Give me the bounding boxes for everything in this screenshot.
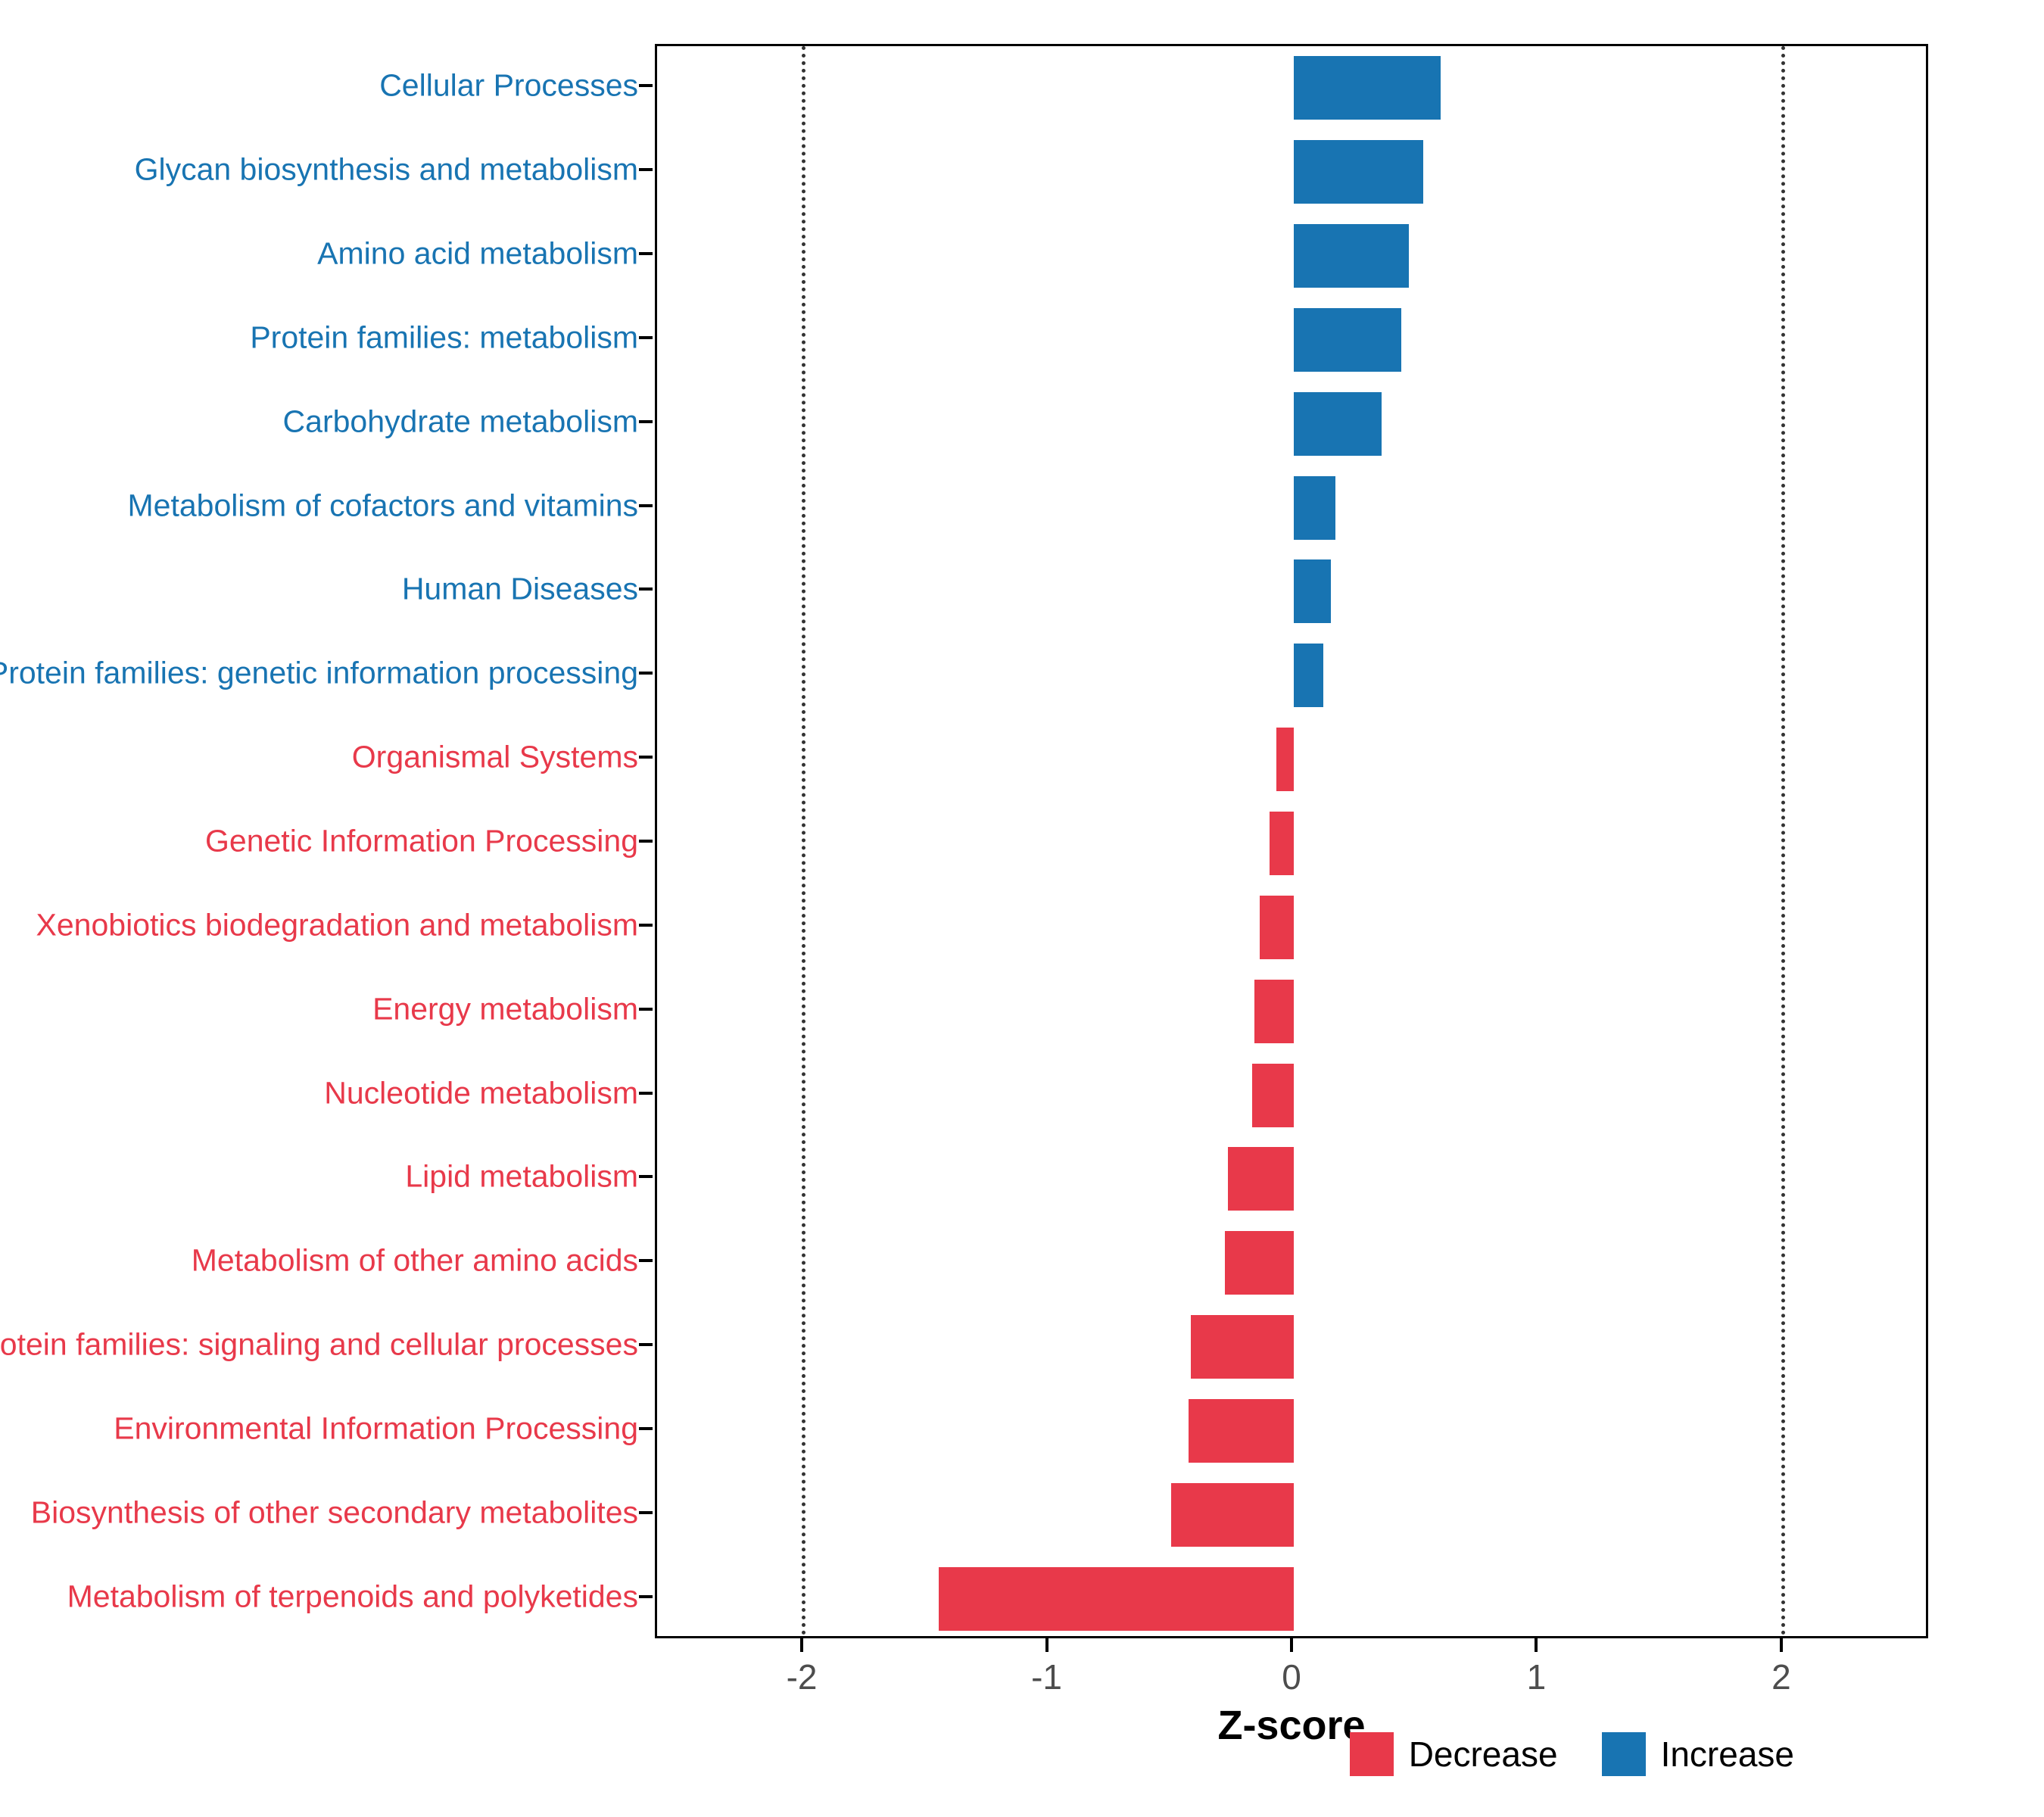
y-tick-mark [639,1343,653,1347]
x-tick-mark [1535,1638,1538,1652]
y-axis-label: Protein families: signaling and cellular… [0,1326,638,1362]
y-axis-label: Glycan biosynthesis and metabolism [134,151,638,187]
bar [1225,1231,1294,1295]
bar [1171,1482,1294,1547]
y-axis-label: Protein families: genetic information pr… [0,655,638,690]
x-tick-mark [1045,1638,1048,1652]
bar [1188,1398,1294,1463]
y-axis-label: Biosynthesis of other secondary metaboli… [30,1494,638,1530]
y-axis-label: Cellular Processes [379,67,638,103]
legend-label: Increase [1660,1734,1794,1774]
bar [938,1566,1294,1631]
dotted-gridline [1781,46,1785,1636]
bar [1254,979,1294,1043]
y-axis-label: Human Diseases [401,571,638,606]
x-tick-label: 1 [1526,1657,1547,1697]
y-axis-label: Metabolism of terpenoids and polyketides [67,1579,638,1614]
y-tick-mark [639,1007,653,1011]
bar [1276,728,1294,792]
y-axis-label: Environmental Information Processing [114,1410,638,1446]
x-tick-mark [1290,1638,1293,1652]
y-tick-mark [639,1594,653,1598]
y-tick-mark [639,335,653,339]
bar [1259,895,1294,959]
bar [1227,1147,1294,1211]
bar [1294,559,1331,624]
y-tick-mark [639,168,653,172]
y-axis-label: Nucleotide metabolism [324,1075,638,1111]
x-tick-label: 0 [1282,1657,1301,1697]
y-tick-mark [639,1091,653,1095]
y-tick-mark [639,84,653,88]
legend-item: Decrease [1349,1732,1558,1776]
y-tick-mark [639,672,653,675]
y-tick-mark [639,923,653,927]
y-tick-mark [639,1426,653,1430]
bar [1294,391,1382,456]
y-tick-mark [639,503,653,507]
x-tick-mark [1779,1638,1783,1652]
bar [1294,140,1424,204]
y-tick-mark [639,1175,653,1179]
y-axis-label: Amino acid metabolism [317,235,638,271]
y-axis-label: Lipid metabolism [405,1158,638,1194]
bar [1294,224,1410,288]
bar [1191,1315,1294,1379]
plot-panel [655,44,1928,1638]
legend-swatch [1601,1732,1646,1776]
legend-item: Increase [1601,1732,1794,1776]
x-axis-title: Z-score [1217,1703,1366,1748]
bar [1294,475,1335,540]
y-axis-label: Metabolism of other amino acids [191,1242,638,1278]
y-axis-label: Protein families: metabolism [250,319,638,355]
y-tick-mark [639,419,653,423]
bar [1294,307,1402,372]
y-tick-mark [639,1259,653,1263]
legend: Decrease Increase [1349,1732,1794,1776]
y-tick-mark [639,1510,653,1514]
y-axis-label: Carbohydrate metabolism [282,404,638,439]
dotted-gridline [802,46,806,1636]
legend-label: Decrease [1408,1734,1558,1774]
y-axis-label: Energy metabolism [372,991,638,1027]
y-axis-label: Organismal Systems [351,739,638,774]
y-tick-mark [639,840,653,843]
bar [1252,1063,1294,1127]
bar [1294,56,1441,120]
x-tick-label: -1 [1031,1657,1062,1697]
y-axis-label: Genetic Information Processing [205,823,638,859]
x-tick-label: 2 [1771,1657,1791,1697]
y-tick-mark [639,587,653,591]
y-axis-label: Xenobiotics biodegradation and metabolis… [36,907,638,943]
y-tick-mark [639,756,653,759]
y-axis-label: Metabolism of cofactors and vitamins [127,488,639,523]
y-tick-mark [639,252,653,256]
x-tick-mark [800,1638,804,1652]
legend-swatch [1349,1732,1394,1776]
x-tick-label: -2 [786,1657,818,1697]
bar [1294,644,1323,708]
bar [1269,812,1294,875]
